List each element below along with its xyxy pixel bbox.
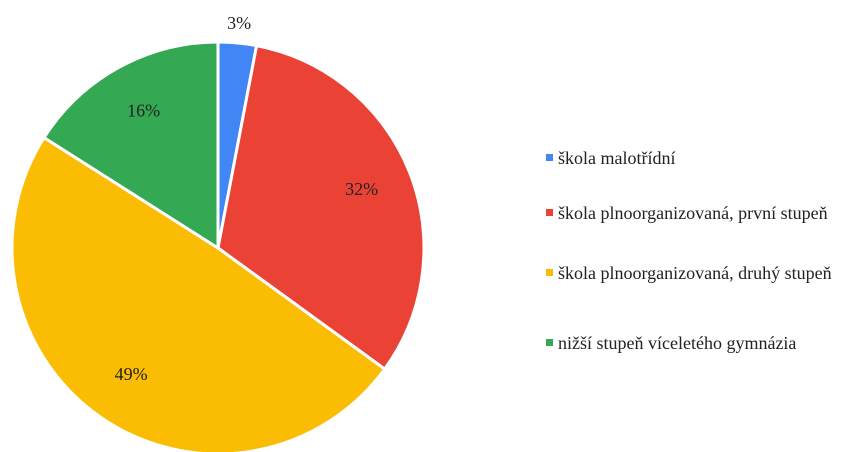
data-label: 16%: [127, 101, 160, 121]
pie-slice: [41, 40, 220, 251]
legend-item: škola malotřídní: [546, 146, 862, 170]
legend-swatch: [546, 339, 553, 346]
legend-item: škola plnoorganizovaná, druhý stupeň: [546, 261, 862, 285]
legend-swatch: [546, 154, 553, 161]
legend-item: nižší stupeň víceletého gymnázia: [546, 331, 862, 355]
legend-swatch: [546, 209, 553, 216]
pie-slice: [216, 43, 426, 372]
data-label: 3%: [227, 13, 251, 33]
data-label: 32%: [345, 179, 378, 199]
legend-label: škola plnoorganizovaná, první stupeň: [558, 203, 828, 223]
legend-label: škola malotřídní: [558, 148, 676, 168]
legend-item: škola plnoorganizovaná, první stupeň: [546, 201, 862, 225]
legend-swatch: [546, 269, 553, 276]
legend-label: nižší stupeň víceletého gymnázia: [558, 333, 797, 353]
legend-label: škola plnoorganizovaná, druhý stupeň: [558, 263, 832, 283]
pie-slice: [10, 135, 387, 452]
data-label: 49%: [115, 364, 148, 384]
